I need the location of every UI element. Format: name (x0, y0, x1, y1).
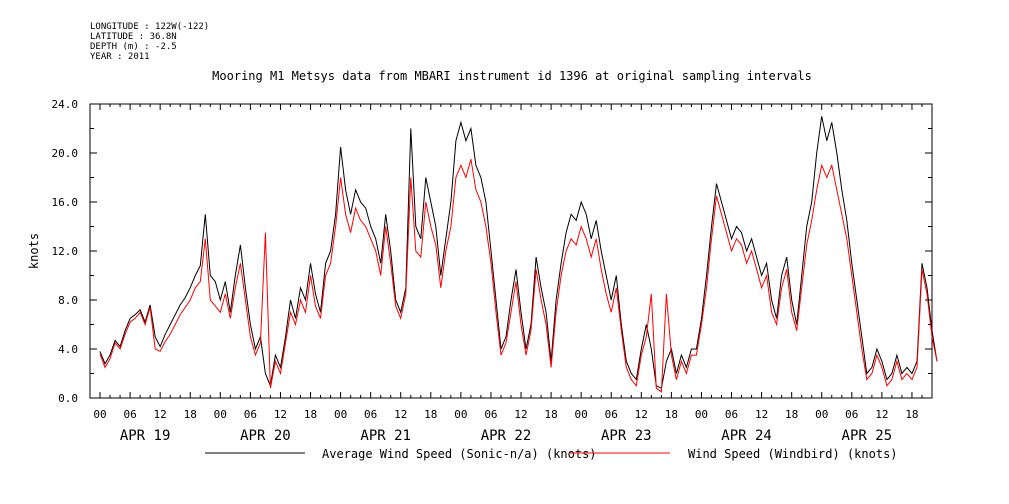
legend-label-sonic: Average Wind Speed (Sonic-n/a) (knots) (322, 447, 597, 461)
chart-title: Mooring M1 Metsys data from MBARI instru… (212, 69, 812, 83)
y-tick-label: 4.0 (58, 343, 78, 356)
x-tick-label: 18 (424, 408, 437, 421)
x-tick-label: 18 (665, 408, 678, 421)
x-tick-label: 18 (544, 408, 557, 421)
x-tick-label: 18 (905, 408, 918, 421)
x-tick-label: 00 (695, 408, 708, 421)
x-tick-label: 06 (484, 408, 497, 421)
mooring-metadata: LONGITUDE : 122W(-122) LATITUDE : 36.8N … (90, 22, 209, 62)
y-tick-label: 0.0 (58, 392, 78, 405)
x-tick-labels: 00 06 12 18 00 06 12 18 00 06 12 18 00 06 12 18 00 06 12 18… (93, 408, 918, 421)
x-tick-label: 12 (154, 408, 167, 421)
y-tick-label: 16.0 (52, 196, 79, 209)
x-tick-label: 00 (815, 408, 828, 421)
y-tick-label: 12.0 (52, 245, 79, 258)
year-text: YEAR : 2011 (90, 52, 150, 62)
x-tick-label: 06 (845, 408, 858, 421)
x-tick-label: 06 (725, 408, 738, 421)
day-labels: APR 19 APR 20 APR 21 APR 22 APR 23 APR 24 APR … (120, 428, 892, 444)
legend: Average Wind Speed (Sonic-n/a) (knots) W… (205, 447, 898, 461)
legend-label-windbird: Wind Speed (Windbird) (knots) (688, 447, 898, 461)
x-tick-label: 06 (364, 408, 377, 421)
day-label: APR 24 (721, 428, 772, 444)
day-label: APR 21 (360, 428, 411, 444)
series-lines (99, 116, 938, 393)
x-tick-label: 12 (274, 408, 287, 421)
day-label: APR 22 (481, 428, 532, 444)
day-label: APR 25 (842, 428, 893, 444)
y-tick-labels: 0.0 4.0 8.0 12.0 16.0 20.0 24.0 (52, 98, 79, 405)
x-tick-label: 06 (123, 408, 136, 421)
series-line-windbird (99, 158, 938, 393)
x-tick-label: 00 (575, 408, 588, 421)
y-tick-label: 8.0 (58, 294, 78, 307)
x-tick-label: 12 (755, 408, 768, 421)
x-tick-label: 00 (454, 408, 467, 421)
axis-ticks (90, 103, 932, 399)
day-label: APR 20 (240, 428, 291, 444)
x-tick-label: 06 (605, 408, 618, 421)
x-tick-label: 06 (244, 408, 257, 421)
x-tick-label: 00 (334, 408, 347, 421)
x-tick-label: 12 (635, 408, 648, 421)
x-tick-label: 18 (304, 408, 317, 421)
x-tick-label: 12 (514, 408, 527, 421)
longitude-text: LONGITUDE : 122W(-122) (90, 22, 210, 32)
series-line-sonic (99, 116, 938, 389)
x-tick-label: 00 (214, 408, 227, 421)
y-tick-label: 24.0 (52, 98, 79, 111)
x-tick-label: 18 (184, 408, 197, 421)
day-label: APR 19 (120, 428, 171, 444)
x-tick-label: 00 (93, 408, 106, 421)
y-axis-label: knots (27, 233, 41, 269)
latitude-text: LATITUDE : 36.8N (90, 32, 177, 42)
y-tick-label: 20.0 (52, 147, 79, 160)
x-tick-label: 12 (394, 408, 407, 421)
x-tick-label: 18 (785, 408, 798, 421)
day-label: APR 23 (601, 428, 652, 444)
depth-text: DEPTH (m) : -2.5 (90, 42, 177, 52)
x-tick-label: 12 (875, 408, 888, 421)
